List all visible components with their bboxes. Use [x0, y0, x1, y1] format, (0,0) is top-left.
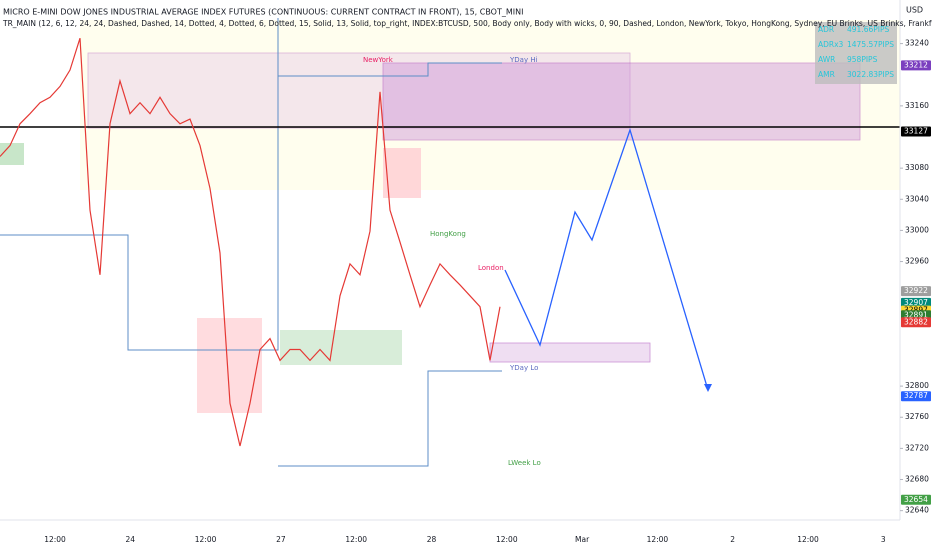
box — [280, 330, 402, 365]
x-tick-label: 3 — [881, 535, 886, 544]
price-badge — [901, 126, 931, 137]
projection — [504, 127, 709, 391]
stat-value: 491.66PIPS — [847, 25, 890, 34]
stat-value: 1475.57PIPS — [847, 40, 894, 49]
level-label: YDay Lo — [509, 364, 538, 372]
x-tick-label: 27 — [276, 535, 286, 544]
price-badge — [901, 391, 931, 402]
price-badge — [901, 60, 931, 71]
x-tick-label: 2 — [730, 535, 735, 544]
session-label: NewYork — [363, 56, 394, 64]
y-tick-label: 33240 — [905, 39, 929, 48]
price-badge-label: 32907 — [904, 298, 928, 307]
x-tick-label: 12:00 — [345, 535, 367, 544]
supply-zone — [382, 62, 861, 141]
zone — [80, 20, 900, 190]
level-line — [0, 18, 502, 351]
demand-zone — [489, 342, 651, 363]
indicator: TR_MAIN (12, 6, 12, 24, 24, Dashed, Dash… — [2, 19, 932, 28]
y-tick-label: 32680 — [905, 475, 929, 484]
x-tick-label: 12:00 — [44, 535, 66, 544]
box — [0, 143, 24, 165]
title: MICRO E-MINI DOW JONES INDUSTRIAL AVERAG… — [3, 8, 523, 17]
level-label: YDay Hi — [509, 56, 538, 64]
price-badge — [901, 317, 931, 328]
price-badge — [901, 286, 931, 297]
y-tick-label: 33000 — [905, 225, 929, 234]
y-tick-label: 32720 — [905, 443, 929, 452]
stat-name: AWR — [818, 55, 835, 64]
x-tick-label: Mar — [575, 535, 590, 544]
price-badge — [901, 494, 931, 505]
level-label: LWeek Lo — [508, 459, 541, 467]
x-tick-label: 24 — [126, 535, 136, 544]
level-line — [278, 370, 502, 467]
y-tick-label: 33080 — [905, 163, 929, 172]
price-badge-label: 32654 — [904, 495, 928, 504]
price-badge-label: 32897 — [904, 306, 928, 315]
supply-zone — [87, 52, 631, 129]
y-tick-label: 32960 — [905, 257, 929, 266]
x-tick-label: 12:00 — [195, 535, 217, 544]
stat-value: 958PIPS — [847, 55, 878, 64]
arrow-head — [704, 384, 712, 392]
price-badge-label: 33127 — [904, 127, 928, 136]
price-line — [0, 37, 501, 447]
session-label: HongKong — [430, 230, 466, 238]
y-tick-label: 33040 — [905, 194, 929, 203]
price-badge-label: 32882 — [904, 317, 928, 326]
price-badge-label: 32922 — [904, 286, 928, 295]
y-tick-label: 32760 — [905, 412, 929, 421]
x-tick-label: 12:00 — [647, 535, 669, 544]
stat-name: ADRx3 — [818, 40, 844, 49]
price-badge-label: 33212 — [904, 60, 928, 69]
price-badge-label: 32787 — [904, 391, 928, 400]
y-tick-label: 32640 — [905, 506, 929, 515]
price-badge — [901, 297, 931, 308]
x-tick-label: 12:00 — [797, 535, 819, 544]
stat-name: ADR — [818, 25, 834, 34]
stat-value: 3022.83PIPS — [847, 70, 894, 79]
price-badge-label: 32891 — [904, 310, 928, 319]
currency: USD — [906, 6, 923, 15]
stat-name: AMR — [818, 70, 835, 79]
box — [383, 148, 421, 198]
y-tick-label: 32800 — [905, 381, 929, 390]
x-tick-label: 12:00 — [496, 535, 518, 544]
x-tick-label: 28 — [427, 535, 437, 544]
session-label: London — [478, 264, 504, 272]
stats-panel — [815, 22, 897, 84]
y-tick-label: 33160 — [905, 101, 929, 110]
